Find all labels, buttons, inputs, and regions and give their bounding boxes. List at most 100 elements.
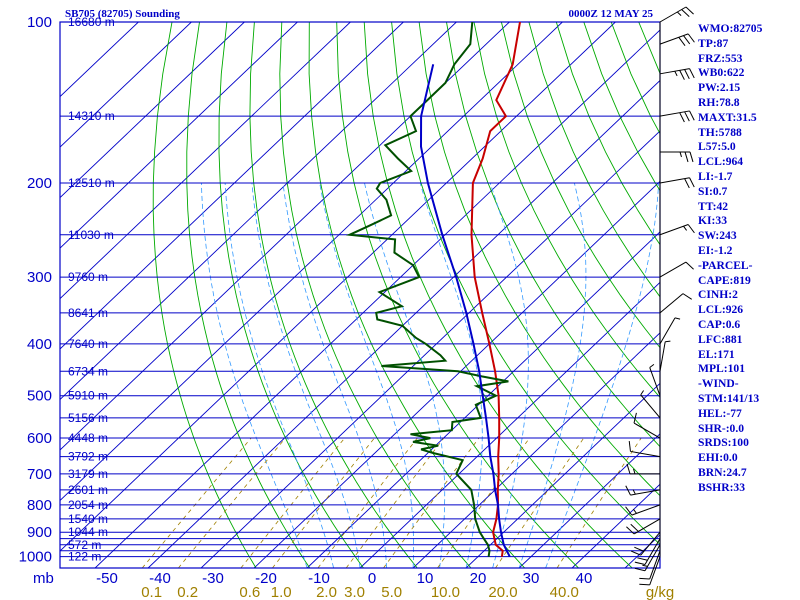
- moist-adiabat: [364, 182, 446, 568]
- dry-adiabat: [249, 22, 418, 568]
- mixing-ratio-line: [556, 437, 642, 568]
- dry-adiabat: [500, 22, 660, 349]
- height-label: 14310 m: [68, 109, 115, 123]
- moist-adiabat: [545, 182, 659, 568]
- wind-barb: [626, 463, 660, 475]
- index-value: SW:243: [698, 229, 737, 243]
- height-label: 1044 m: [68, 525, 108, 539]
- height-label: 5156 m: [68, 411, 108, 425]
- height-label: 3792 m: [68, 450, 108, 464]
- index-value: SHR-:0.0: [698, 421, 745, 435]
- index-value: LI:-1.7: [698, 169, 733, 183]
- mixing-ratio-line: [495, 437, 585, 568]
- height-label: 572 m: [68, 538, 101, 552]
- height-label: 1540 m: [68, 512, 108, 526]
- moist-adiabat: [319, 182, 414, 568]
- index-value: LCL:926: [698, 303, 744, 317]
- mixing-ratio-tick-label: 0.6: [239, 584, 260, 600]
- mixing-ratio-tick-label: 0.2: [177, 584, 198, 600]
- isotherm-line: [306, 231, 660, 568]
- moist-adiabat: [518, 182, 587, 568]
- dry-adiabat: [391, 22, 660, 546]
- wind-barb: [659, 110, 695, 123]
- mixing-ratio-tick-label: 20.0: [488, 584, 517, 600]
- moist-adiabat: [251, 182, 361, 568]
- wind-barb: [659, 317, 681, 345]
- height-label: 2601 m: [68, 483, 108, 497]
- temperature-tick-label: -20: [255, 570, 277, 587]
- index-value: FRZ:553: [698, 51, 743, 65]
- mixing-ratio-line: [141, 437, 252, 568]
- wind-barb: [659, 6, 694, 23]
- index-value: TT:42: [698, 199, 729, 213]
- moist-adiabat: [224, 182, 334, 568]
- dry-adiabat: [418, 22, 660, 497]
- dry-adiabat: [363, 22, 633, 568]
- wind-barb: [659, 261, 694, 278]
- temperature-tick-label: -50: [96, 570, 118, 587]
- isotherm-line: [412, 332, 660, 568]
- temperature-tick-label: 0: [368, 570, 376, 587]
- height-label: 4448 m: [68, 431, 108, 445]
- height-label: 11030 m: [68, 228, 114, 242]
- wind-barb: [659, 224, 695, 236]
- wind-barb: [639, 556, 661, 586]
- index-value: RH:78.8: [698, 95, 740, 109]
- index-value: EHI:0.0: [698, 451, 738, 465]
- mixing-ratio-tick-label: 0.1: [141, 584, 162, 600]
- isotherm-line: [60, 22, 192, 148]
- height-label: 2054 m: [68, 498, 108, 512]
- moist-adiabat: [282, 182, 387, 568]
- y-axis-label: mb: [33, 570, 54, 587]
- height-label: 6734 m: [68, 364, 108, 378]
- mixing-ratio-line: [240, 437, 345, 568]
- moist-adiabat: [419, 182, 483, 568]
- dry-adiabat: [555, 22, 660, 246]
- index-value: L57:5.0: [698, 140, 736, 154]
- mixing-ratio-tick-label: 2.0: [316, 584, 337, 600]
- dry-adiabat: [218, 22, 364, 568]
- pressure-tick-label: 900: [27, 524, 52, 541]
- index-value: WMO:82705: [698, 22, 763, 35]
- mixing-ratio-line: [317, 437, 418, 568]
- index-value: LCL:964: [698, 155, 744, 169]
- index-value: MPL:101: [698, 362, 746, 376]
- height-label: 3179 m: [68, 467, 108, 481]
- index-value: LFC:881: [698, 332, 743, 346]
- index-value: PW:2.15: [698, 81, 741, 95]
- sounding-series-line: [345, 22, 509, 557]
- wind-barb: [626, 518, 661, 535]
- isotherm-line: [60, 22, 457, 401]
- mixing-ratio-tick-label: 3.0: [344, 584, 365, 600]
- dry-adiabat: [528, 22, 660, 298]
- moist-adiabat: [201, 182, 308, 568]
- temperature-tick-label: 40: [576, 570, 593, 587]
- index-value: HEL:-77: [698, 406, 742, 420]
- index-value: TH:5788: [698, 125, 742, 139]
- wind-barb: [628, 441, 661, 458]
- dry-adiabat: [308, 22, 526, 568]
- temperature-tick-label: 10: [417, 570, 434, 587]
- index-value: KI:33: [698, 214, 727, 228]
- mixing-ratio-tick-label: 5.0: [381, 584, 402, 600]
- plot-frame: [59, 21, 661, 569]
- index-value: CAP:0.6: [698, 317, 741, 331]
- index-value: -PARCEL-: [698, 258, 753, 272]
- mixing-ratio-tick-label: 10.0: [431, 584, 460, 600]
- indices-panel: WMO:82705 TP:87 FRZ:553 WB0:622 PW:2.15 RH:78…: [698, 22, 798, 496]
- pressure-tick-label: 100: [27, 14, 52, 31]
- isotherm-line: [465, 382, 660, 568]
- isotherm-line: [60, 22, 616, 552]
- isotherm-line: [60, 22, 563, 502]
- pressure-tick-label: 800: [27, 497, 52, 514]
- index-value: STM:141/13: [698, 391, 760, 405]
- temperature-tick-label: -10: [308, 570, 330, 587]
- isotherm-line: [60, 22, 404, 350]
- dry-adiabat: [186, 22, 311, 568]
- index-value: BRN:24.7: [698, 465, 747, 479]
- sounding-series-line: [419, 64, 511, 558]
- mixing-ratio-line: [383, 437, 480, 568]
- temperature-tick-label: 20: [470, 570, 487, 587]
- dry-adiabat: [336, 22, 579, 568]
